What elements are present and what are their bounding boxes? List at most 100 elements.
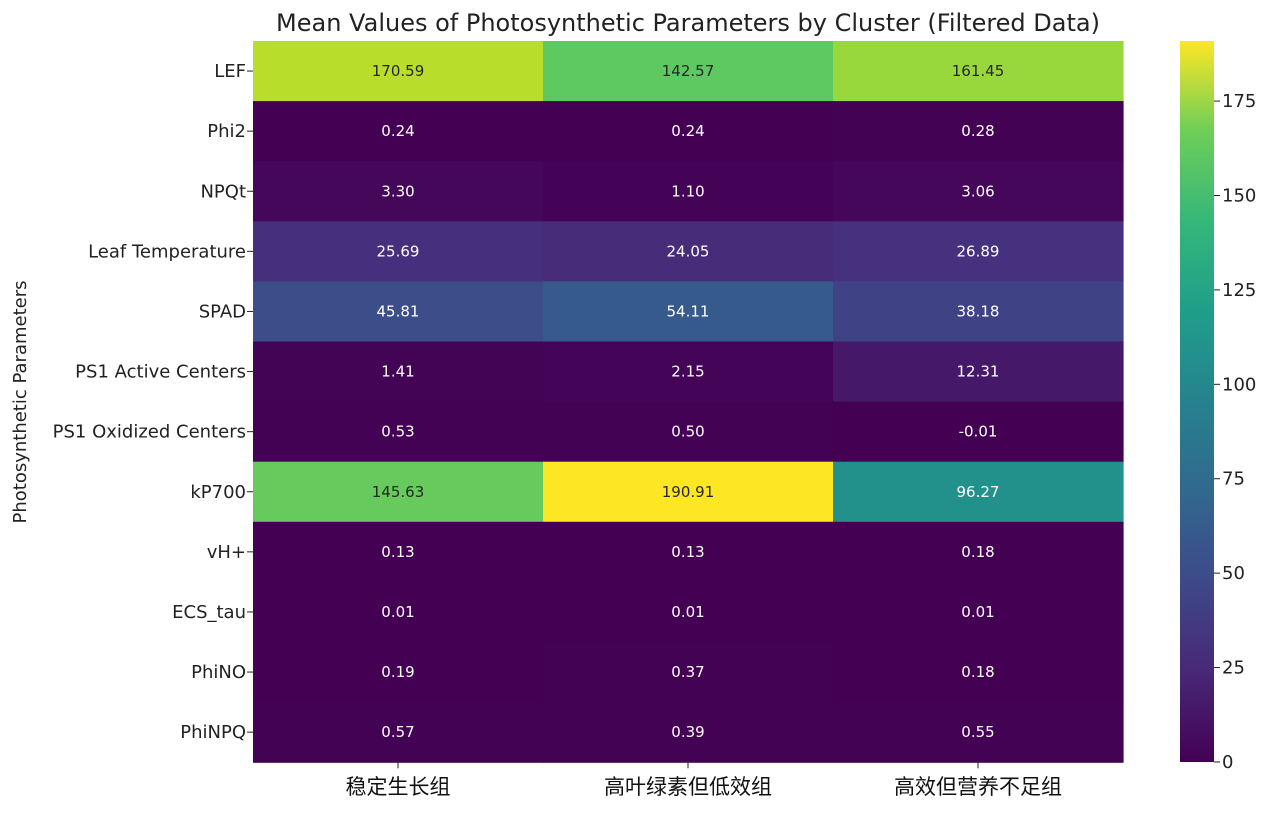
heatmap-cell [253, 221, 544, 282]
cell-value-label: 38.18 [957, 302, 1000, 320]
row-label: PhiNPQ [180, 722, 246, 743]
heatmap-cell [253, 281, 544, 343]
row-label: PhiNO [191, 662, 246, 683]
colorbar-tick-label: 0 [1222, 752, 1233, 773]
column-label: 高效但营养不足组 [894, 775, 1062, 799]
row-label: ECS_tau [172, 602, 246, 623]
heatmap-cell [253, 41, 544, 102]
heatmap-cell [833, 702, 1124, 763]
heatmap-cells: 170.59 142.57 161.45 0.24 0.24 0.28 3.30 1.10 3.… [253, 41, 1124, 763]
heatmap-cell [543, 401, 834, 463]
row-label: PS1 Active Centers [75, 362, 246, 383]
colorbar-tick-label: 125 [1222, 280, 1256, 301]
cell-value-label: 0.24 [381, 122, 414, 140]
heatmap-cell [253, 521, 544, 583]
cell-value-label: 0.01 [381, 603, 414, 621]
heatmap-cell [543, 581, 834, 643]
cell-value-label: 0.19 [381, 663, 414, 681]
cell-value-label: 24.05 [667, 242, 710, 260]
cell-value-label: 54.11 [667, 302, 710, 320]
cell-value-label: 170.59 [372, 62, 425, 80]
heatmap-cell [543, 702, 834, 763]
cell-value-label: 190.91 [662, 483, 715, 501]
cell-value-label: 0.01 [671, 603, 704, 621]
column-labels: 稳定生长组 高叶绿素但低效组 高效但营养不足组 [346, 762, 1062, 799]
heatmap-cell [833, 41, 1124, 102]
heatmap-cell [543, 161, 834, 222]
heatmap-cell [543, 41, 834, 102]
heatmap-cell [253, 341, 544, 403]
cell-value-label: 96.27 [957, 483, 1000, 501]
heatmap-cell [253, 702, 544, 763]
heatmap-cell [833, 461, 1124, 523]
chart-title: Mean Values of Photosynthetic Parameters… [276, 9, 1100, 37]
heatmap-cell [253, 461, 544, 523]
cell-value-label: 0.18 [961, 663, 994, 681]
cell-value-label: 0.37 [671, 663, 704, 681]
cell-value-label: 0.24 [671, 122, 704, 140]
cell-value-label: 142.57 [662, 62, 715, 80]
cell-value-label: 145.63 [372, 483, 425, 501]
row-label: Phi2 [207, 121, 246, 142]
heatmap-cell [833, 161, 1124, 222]
cell-value-label: 0.39 [671, 723, 704, 741]
row-label: LEF [214, 61, 246, 82]
cell-value-label: 0.01 [961, 603, 994, 621]
cell-value-label: 12.31 [957, 363, 1000, 381]
cell-value-label: 1.10 [671, 182, 704, 200]
heatmap-cell [543, 281, 834, 343]
heatmap-cell [253, 161, 544, 222]
heatmap-cell [833, 101, 1124, 162]
cell-value-label: 0.28 [961, 122, 994, 140]
cell-value-label: 0.13 [671, 543, 704, 561]
cell-value-label: 0.53 [381, 423, 414, 441]
heatmap-cell [543, 101, 834, 162]
heatmap-cell [543, 461, 834, 523]
heatmap-cell [833, 642, 1124, 703]
column-label: 高叶绿素但低效组 [604, 775, 772, 799]
heatmap-cell [253, 642, 544, 703]
row-label: Leaf Temperature [88, 241, 246, 262]
colorbar-tick-label: 50 [1222, 563, 1245, 584]
heatmap-cell [253, 101, 544, 162]
row-label: vH+ [207, 542, 246, 563]
cell-value-label: 2.15 [671, 363, 704, 381]
cell-value-label: 0.50 [671, 423, 704, 441]
row-label: PS1 Oxidized Centers [53, 422, 246, 443]
heatmap-cell [833, 581, 1124, 643]
row-label: NPQt [200, 181, 246, 202]
heatmap-cell [833, 341, 1124, 403]
heatmap-cell [543, 521, 834, 583]
colorbar [1180, 41, 1214, 762]
colorbar-ticks: 0 25 50 75 100 125 150 175 [1214, 91, 1256, 773]
cell-value-label: 25.69 [377, 242, 420, 260]
colorbar-tick-label: 25 [1222, 658, 1245, 679]
cell-value-label: 45.81 [377, 302, 420, 320]
heatmap-cell [253, 401, 544, 463]
colorbar-tick-label: 150 [1222, 185, 1256, 206]
colorbar-tick-label: 100 [1222, 374, 1256, 395]
cell-value-label: 3.06 [961, 182, 994, 200]
cell-value-label: 0.57 [381, 723, 414, 741]
y-axis-label: Photosynthetic Parameters [10, 280, 31, 523]
cell-value-label: 0.55 [961, 723, 994, 741]
heatmap-cell [833, 521, 1124, 583]
heatmap-cell [833, 281, 1124, 343]
heatmap-cell [833, 221, 1124, 282]
cell-value-label: 26.89 [957, 242, 1000, 260]
row-labels: LEF Phi2 NPQt Leaf Temperature SPAD PS1 Activ… [53, 61, 253, 743]
colorbar-tick-label: 175 [1222, 91, 1256, 112]
row-label: kP700 [190, 482, 246, 503]
cell-value-label: 1.41 [381, 363, 414, 381]
column-label: 稳定生长组 [346, 775, 451, 799]
heatmap-cell [833, 401, 1124, 463]
colorbar-tick-label: 75 [1222, 469, 1245, 490]
cell-value-label: 0.13 [381, 543, 414, 561]
cell-value-label: 3.30 [381, 182, 414, 200]
heatmap-cell [543, 221, 834, 282]
row-label: SPAD [199, 301, 246, 322]
heatmap-cell [543, 642, 834, 703]
cell-value-label: 0.18 [961, 543, 994, 561]
heatmap-cell [253, 581, 544, 643]
